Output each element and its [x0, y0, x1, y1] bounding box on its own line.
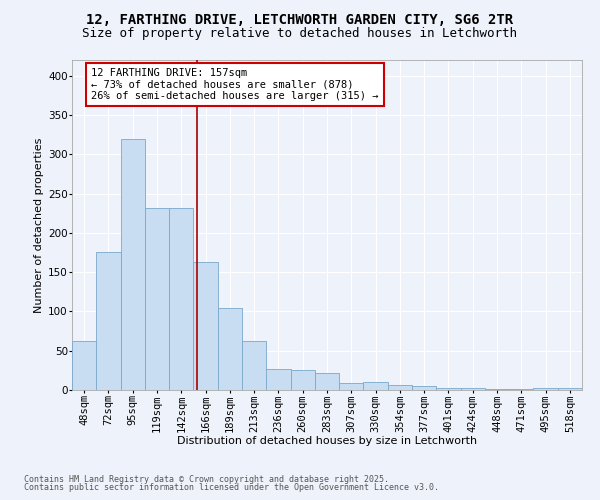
Bar	[193, 262, 218, 390]
Bar	[558, 388, 582, 390]
Bar	[339, 383, 364, 390]
Bar	[96, 252, 121, 390]
Bar	[290, 370, 315, 390]
Bar	[266, 369, 290, 390]
Bar	[412, 386, 436, 390]
X-axis label: Distribution of detached houses by size in Letchworth: Distribution of detached houses by size …	[177, 436, 477, 446]
Bar	[218, 308, 242, 390]
Bar	[436, 388, 461, 390]
Bar	[145, 208, 169, 390]
Bar	[461, 388, 485, 390]
Bar	[242, 342, 266, 390]
Text: 12 FARTHING DRIVE: 157sqm
← 73% of detached houses are smaller (878)
26% of semi: 12 FARTHING DRIVE: 157sqm ← 73% of detac…	[91, 68, 379, 101]
Bar	[485, 389, 509, 390]
Text: Contains public sector information licensed under the Open Government Licence v3: Contains public sector information licen…	[24, 483, 439, 492]
Bar	[388, 386, 412, 390]
Y-axis label: Number of detached properties: Number of detached properties	[34, 138, 44, 312]
Bar	[364, 382, 388, 390]
Text: Contains HM Land Registry data © Crown copyright and database right 2025.: Contains HM Land Registry data © Crown c…	[24, 475, 389, 484]
Bar	[533, 388, 558, 390]
Text: Size of property relative to detached houses in Letchworth: Size of property relative to detached ho…	[83, 28, 517, 40]
Text: 12, FARTHING DRIVE, LETCHWORTH GARDEN CITY, SG6 2TR: 12, FARTHING DRIVE, LETCHWORTH GARDEN CI…	[86, 12, 514, 26]
Bar	[315, 372, 339, 390]
Bar	[121, 138, 145, 390]
Bar	[169, 208, 193, 390]
Bar	[509, 389, 533, 390]
Bar	[72, 342, 96, 390]
